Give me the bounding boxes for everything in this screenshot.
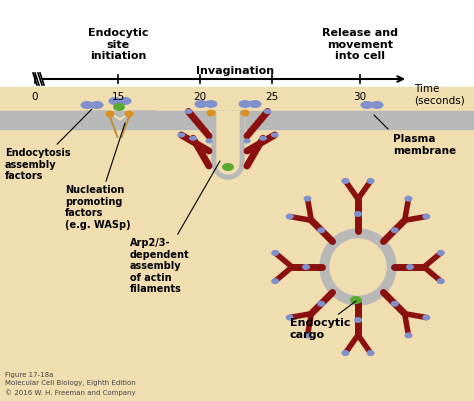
Ellipse shape — [177, 133, 185, 138]
Ellipse shape — [422, 315, 430, 321]
Text: Invagination: Invagination — [196, 66, 274, 76]
Text: Endocytic
site
initiation: Endocytic site initiation — [88, 28, 148, 61]
Text: Arp2/3-
dependent
assembly
of actin
filaments: Arp2/3- dependent assembly of actin fila… — [130, 162, 220, 294]
Ellipse shape — [244, 139, 250, 144]
Ellipse shape — [91, 102, 103, 110]
Ellipse shape — [109, 98, 121, 106]
Ellipse shape — [361, 102, 374, 110]
Ellipse shape — [286, 214, 294, 220]
Text: Release and
movement
into cell: Release and movement into cell — [322, 28, 398, 61]
Ellipse shape — [391, 301, 399, 307]
Text: 20: 20 — [193, 92, 207, 102]
Ellipse shape — [317, 301, 325, 307]
Bar — [0, 88, 474, 401]
Bar — [212, 112, 244, 130]
Text: 0: 0 — [32, 92, 38, 102]
Text: 15: 15 — [111, 92, 125, 102]
Ellipse shape — [350, 296, 362, 304]
Ellipse shape — [222, 164, 234, 172]
Ellipse shape — [184, 110, 192, 115]
Ellipse shape — [406, 264, 414, 270]
Ellipse shape — [125, 111, 134, 118]
Ellipse shape — [194, 101, 208, 109]
Ellipse shape — [271, 278, 279, 284]
Ellipse shape — [404, 196, 412, 202]
Ellipse shape — [303, 332, 311, 338]
Ellipse shape — [366, 350, 374, 356]
Ellipse shape — [341, 350, 349, 356]
Ellipse shape — [206, 139, 212, 144]
Ellipse shape — [404, 332, 412, 338]
Ellipse shape — [207, 110, 216, 117]
Ellipse shape — [240, 110, 249, 117]
Polygon shape — [212, 112, 244, 180]
Ellipse shape — [271, 250, 279, 256]
Polygon shape — [217, 112, 239, 174]
Text: 30: 30 — [354, 92, 366, 102]
Text: 25: 25 — [265, 92, 279, 102]
Ellipse shape — [317, 228, 325, 234]
Ellipse shape — [422, 214, 430, 220]
Text: Nucleation
promoting
factors
(e.g. WASp): Nucleation promoting factors (e.g. WASp) — [65, 124, 131, 229]
Ellipse shape — [437, 250, 445, 256]
Ellipse shape — [248, 101, 262, 109]
Ellipse shape — [354, 317, 362, 323]
Ellipse shape — [271, 133, 279, 138]
Circle shape — [330, 239, 386, 295]
Ellipse shape — [238, 101, 252, 109]
Ellipse shape — [118, 98, 131, 106]
Ellipse shape — [302, 264, 310, 270]
Ellipse shape — [437, 278, 445, 284]
Ellipse shape — [354, 211, 362, 217]
Ellipse shape — [106, 111, 115, 118]
Polygon shape — [85, 112, 155, 130]
Ellipse shape — [81, 102, 93, 110]
Ellipse shape — [366, 178, 374, 184]
Ellipse shape — [371, 102, 383, 110]
Ellipse shape — [341, 178, 349, 184]
Text: Plasma
membrane: Plasma membrane — [393, 134, 456, 155]
Bar — [0, 112, 474, 130]
Ellipse shape — [264, 110, 272, 115]
Ellipse shape — [189, 136, 197, 142]
Ellipse shape — [391, 228, 399, 234]
Ellipse shape — [286, 315, 294, 321]
Text: Endocytic
cargo: Endocytic cargo — [290, 301, 356, 339]
Ellipse shape — [303, 196, 311, 202]
Circle shape — [320, 229, 396, 305]
Polygon shape — [108, 112, 132, 121]
Text: Endocytosis
assembly
factors: Endocytosis assembly factors — [5, 110, 92, 181]
Text: Time
(seconds): Time (seconds) — [414, 84, 465, 105]
Ellipse shape — [113, 104, 125, 112]
Text: Figure 17-18a
Molecular Cell Biology, Eighth Edition
© 2016 W. H. Freeman and Co: Figure 17-18a Molecular Cell Biology, Ei… — [5, 371, 136, 395]
Ellipse shape — [259, 136, 267, 142]
Ellipse shape — [204, 101, 218, 109]
